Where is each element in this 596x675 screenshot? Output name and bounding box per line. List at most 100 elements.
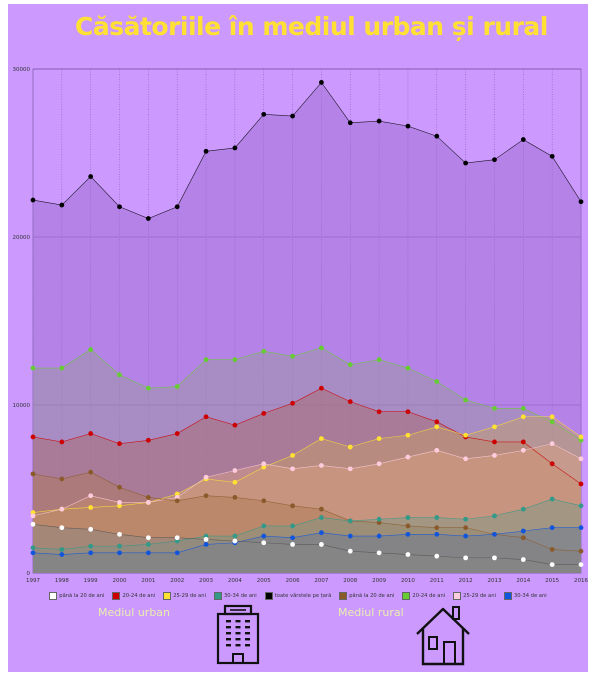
legend-item: 20-24 de ani xyxy=(402,590,445,602)
data-point xyxy=(290,453,295,458)
data-point xyxy=(376,550,382,556)
data-point xyxy=(88,526,94,532)
legend-label: 20-24 de ani xyxy=(412,593,446,599)
data-point xyxy=(117,441,122,447)
series-area-0 xyxy=(33,82,581,573)
data-point xyxy=(290,400,295,406)
data-point xyxy=(520,137,526,142)
data-point xyxy=(174,384,180,389)
urban-label: Mediul urban xyxy=(98,606,171,619)
x-tick-label: 2002 xyxy=(170,578,184,584)
x-tick-label: 2005 xyxy=(257,578,271,584)
data-point xyxy=(347,518,353,524)
data-point xyxy=(434,424,440,430)
data-point xyxy=(232,422,238,428)
data-point xyxy=(145,542,151,547)
legend-label: toate vârstele pe țară xyxy=(274,593,332,599)
x-tick-label: 2013 xyxy=(487,578,501,584)
data-point xyxy=(434,447,440,453)
legend-item: 25-29 de ani xyxy=(453,590,496,602)
series-line-8 xyxy=(32,523,581,565)
legend-item: toate vârstele pe țară xyxy=(264,590,332,602)
x-tick-label: 2009 xyxy=(372,578,386,584)
legend-swatch xyxy=(112,592,121,600)
data-point xyxy=(434,553,440,559)
data-point xyxy=(59,439,65,445)
series-line-2 xyxy=(32,387,582,485)
x-tick-label: 2011 xyxy=(430,578,444,584)
data-point xyxy=(203,533,209,539)
data-point xyxy=(117,531,122,537)
data-point xyxy=(319,515,324,520)
data-point xyxy=(578,562,584,567)
data-point xyxy=(578,525,584,531)
legend-label: 30-34 de ani xyxy=(223,593,257,599)
data-point xyxy=(30,545,36,551)
data-point xyxy=(549,461,555,467)
x-tick-label: 2012 xyxy=(459,578,473,584)
data-point xyxy=(578,548,584,554)
data-point xyxy=(30,197,36,203)
data-point xyxy=(549,441,555,447)
data-point xyxy=(290,523,295,529)
data-point xyxy=(376,533,382,539)
data-point xyxy=(232,357,238,363)
data-point xyxy=(405,123,411,129)
legend-label: 30-34 de ani xyxy=(513,593,547,599)
data-point xyxy=(174,550,180,556)
data-point xyxy=(174,204,180,210)
data-point xyxy=(290,542,295,547)
data-point xyxy=(376,409,382,415)
x-tick-label: 2007 xyxy=(314,578,328,584)
data-point xyxy=(59,365,65,371)
data-point xyxy=(203,542,209,547)
data-point xyxy=(88,469,94,475)
y-tick-label: 0 xyxy=(27,571,31,577)
data-point xyxy=(117,204,122,210)
data-point xyxy=(30,471,36,477)
legend-label: 25-29 de ani xyxy=(463,593,496,599)
x-tick-label: 2006 xyxy=(286,578,300,584)
series-line-1 xyxy=(33,347,582,441)
data-point xyxy=(463,432,469,438)
data-point xyxy=(434,133,440,139)
data-point xyxy=(261,498,267,504)
data-point xyxy=(174,535,180,541)
series-line-5 xyxy=(32,471,582,552)
data-point xyxy=(88,174,94,179)
data-point xyxy=(88,431,94,436)
data-point xyxy=(59,525,65,531)
data-point xyxy=(492,157,497,163)
data-point xyxy=(290,535,295,541)
data-point xyxy=(376,357,382,363)
data-point xyxy=(492,424,497,430)
data-point xyxy=(145,216,151,221)
x-tick-label: 2001 xyxy=(141,578,155,584)
data-point xyxy=(463,516,469,522)
data-point xyxy=(145,385,151,391)
data-point xyxy=(174,495,180,500)
legend-label: până la 20 de ani xyxy=(59,593,105,599)
data-point xyxy=(578,503,584,509)
data-point xyxy=(347,466,353,472)
data-point xyxy=(290,353,295,359)
x-tick-label: 2010 xyxy=(401,578,415,584)
data-point xyxy=(30,513,36,519)
data-point xyxy=(145,535,151,541)
data-point xyxy=(405,515,411,520)
data-point xyxy=(578,437,584,443)
data-point xyxy=(117,550,122,556)
data-point xyxy=(203,474,209,480)
data-point xyxy=(261,464,267,470)
data-point xyxy=(319,463,324,468)
data-point xyxy=(319,385,324,391)
data-point xyxy=(319,80,324,85)
data-point xyxy=(59,547,65,552)
data-point xyxy=(520,506,526,512)
data-point xyxy=(145,550,151,556)
data-point xyxy=(261,523,267,529)
series-line-0 xyxy=(32,81,582,219)
data-point xyxy=(59,552,65,557)
legend-label: până la 20 de ani xyxy=(349,593,395,599)
legend-swatch xyxy=(453,592,462,600)
